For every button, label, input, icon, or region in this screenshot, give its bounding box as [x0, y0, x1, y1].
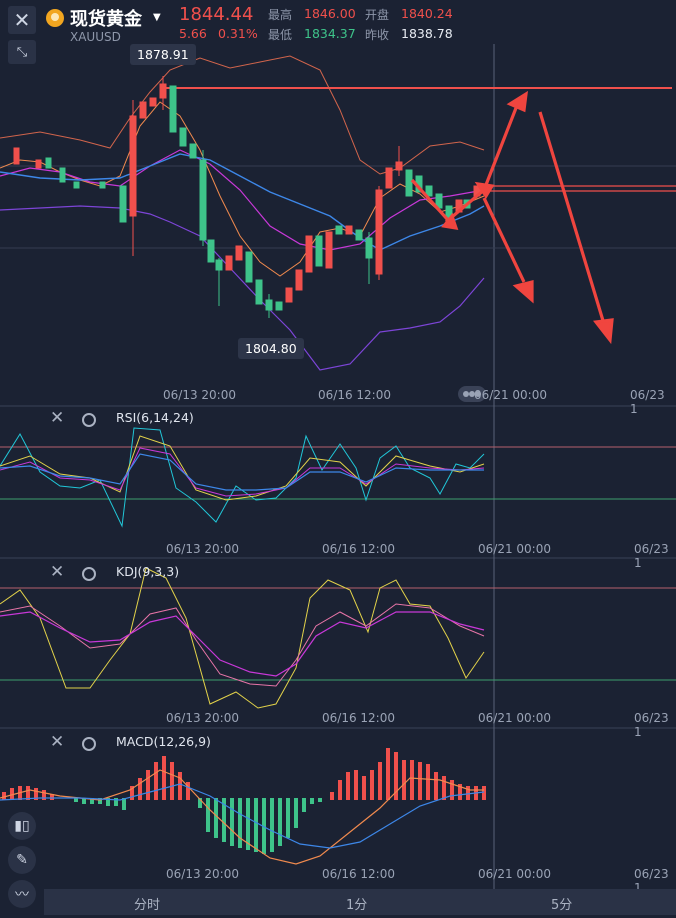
collapse-button[interactable]: ⤡	[8, 40, 36, 64]
rsi-close-icon[interactable]: ✕	[50, 408, 65, 428]
tab-timeshare[interactable]: 分时	[134, 898, 161, 913]
min-price-tag: 1804.80	[238, 338, 304, 359]
rsi-label: RSI(6,14,24)	[116, 410, 194, 425]
instrument-title[interactable]: 现货黄金	[70, 9, 142, 30]
macd-x-tick-3: 06/21 00:00	[478, 867, 551, 881]
macd-gear-icon[interactable]	[82, 737, 96, 751]
x-tick-2: 06/16 12:00	[318, 388, 391, 402]
pencil-icon: ✎	[16, 852, 28, 868]
high-label: 最高	[268, 8, 293, 22]
timeframe-bar	[44, 889, 676, 915]
open-label: 开盘	[365, 8, 390, 22]
rsi-x-tick-4: 06/23 1	[634, 542, 669, 570]
kdj-x-tick-4: 06/23 1	[634, 711, 669, 739]
candlestick-icon: ▮▯	[14, 818, 30, 834]
prev-close-value: 1838.78	[401, 26, 453, 41]
rsi-x-tick-3: 06/21 00:00	[478, 542, 551, 556]
macd-x-tick-2: 06/16 12:00	[322, 867, 395, 881]
macd-x-tick-4: 06/23 1	[634, 867, 669, 895]
macd-close-icon[interactable]: ✕	[50, 732, 65, 752]
low-value: 1834.37	[304, 26, 356, 41]
header-bar	[0, 0, 676, 44]
close-button[interactable]: ✕	[8, 6, 36, 34]
kdj-gear-icon[interactable]	[82, 567, 96, 581]
gold-logo-icon	[46, 9, 64, 27]
prev-close-label: 昨收	[365, 28, 390, 42]
open-value: 1840.24	[401, 6, 453, 21]
tab-5min[interactable]: 5分	[551, 898, 573, 913]
chevron-down-icon[interactable]: ▼	[153, 12, 161, 23]
kdj-x-tick-1: 06/13 20:00	[166, 711, 239, 725]
last-price: 1844.44	[179, 4, 254, 25]
x-tick-1: 06/13 20:00	[163, 388, 236, 402]
instrument-symbol: XAUUSD	[70, 30, 121, 44]
candle-style-button[interactable]: ▮▯	[8, 812, 36, 840]
kdj-label: KDJ(9,3,3)	[116, 564, 180, 579]
rsi-x-tick-1: 06/13 20:00	[166, 542, 239, 556]
max-price-tag: 1878.91	[130, 44, 196, 65]
kdj-close-icon[interactable]: ✕	[50, 562, 65, 582]
macd-label: MACD(12,26,9)	[116, 734, 211, 749]
macd-x-tick-1: 06/13 20:00	[166, 867, 239, 881]
x-tick-4: 06/23 1	[630, 388, 665, 416]
price-change-percent: 0.31%	[218, 26, 258, 41]
close-icon: ✕	[13, 8, 31, 32]
tab-1min[interactable]: 1分	[346, 898, 368, 913]
draw-tool-button[interactable]: ✎	[8, 846, 36, 874]
kdj-x-tick-3: 06/21 00:00	[478, 711, 551, 725]
high-value: 1846.00	[304, 6, 356, 21]
line-chart-icon: 〰	[15, 887, 29, 903]
price-change: 5.66	[179, 26, 207, 41]
candlesticks	[13, 76, 481, 318]
x-tick-3: 06/21 00:00	[474, 388, 547, 402]
rsi-x-tick-2: 06/16 12:00	[322, 542, 395, 556]
rsi-gear-icon[interactable]	[82, 413, 96, 427]
indicator-button[interactable]: 〰	[8, 880, 36, 908]
shrink-icon: ⤡	[16, 44, 28, 60]
kdj-x-tick-2: 06/16 12:00	[322, 711, 395, 725]
low-label: 最低	[268, 28, 293, 42]
